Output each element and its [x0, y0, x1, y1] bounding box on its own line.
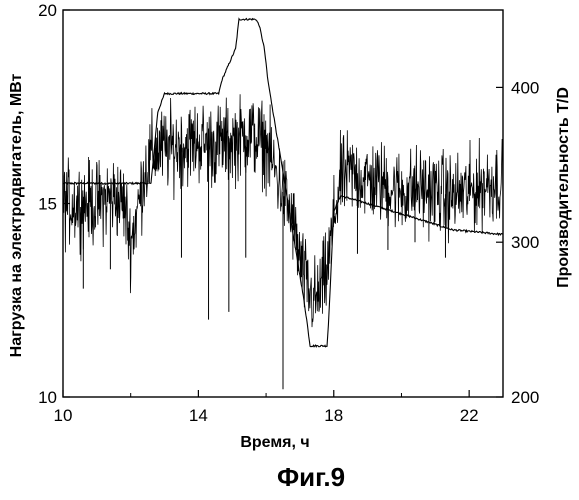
x-tick-label: 14 [189, 406, 208, 425]
figure-caption: Фиг.9 [277, 462, 345, 492]
y-left-tick-label: 10 [38, 388, 57, 407]
x-tick-label: 10 [54, 406, 73, 425]
y-left-tick-label: 15 [38, 195, 57, 214]
plot-area [63, 19, 503, 390]
y-axis-left-title: Нагрузка на электродвигатель, МВт [8, 74, 25, 358]
y-right-tick-label: 200 [511, 388, 539, 407]
x-tick-label: 18 [324, 406, 343, 425]
y-right-tick-label: 400 [511, 78, 539, 97]
x-axis-title: Время, ч [240, 434, 309, 451]
x-tick-label: 22 [460, 406, 479, 425]
y-left-tick-label: 20 [38, 1, 57, 20]
y-axis-right-title: Производительность T/D [555, 87, 572, 288]
y-right-tick-label: 300 [511, 233, 539, 252]
